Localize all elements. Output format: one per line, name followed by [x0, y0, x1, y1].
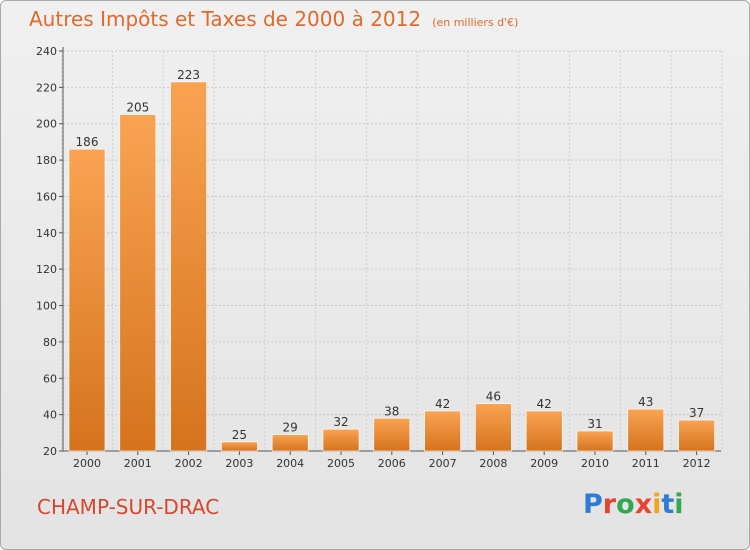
bar	[271, 434, 309, 452]
bar-value-label: 42	[435, 397, 450, 411]
bar-value-label: 46	[486, 390, 501, 404]
y-tick-label: 20	[43, 445, 57, 458]
bar-value-label: 43	[638, 395, 653, 409]
y-tick-label: 220	[36, 81, 57, 94]
x-tick-label: 2005	[327, 457, 355, 470]
logo-letter: P	[583, 489, 603, 520]
bar-value-label: 31	[587, 417, 602, 431]
city-name: CHAMP-SUR-DRAC	[37, 495, 220, 519]
bar-value-label: 223	[177, 68, 200, 82]
x-tick-label: 2002	[175, 457, 203, 470]
bar	[322, 428, 360, 452]
y-tick-label: 160	[36, 190, 57, 203]
bar-value-label: 29	[283, 421, 298, 435]
x-tick-label: 2012	[683, 457, 711, 470]
logo-letter: i	[652, 489, 662, 520]
x-tick-label: 2008	[479, 457, 507, 470]
logo-letter: i	[674, 489, 684, 520]
x-tick-label: 2004	[276, 457, 304, 470]
bar	[576, 430, 614, 452]
bar-value-label: 32	[333, 415, 348, 429]
logo-letter: t	[661, 489, 675, 520]
y-tick-label: 240	[36, 45, 57, 58]
x-tick-label: 2010	[581, 457, 609, 470]
bar	[678, 419, 715, 452]
bar	[170, 81, 207, 452]
y-tick-label: 140	[36, 227, 57, 240]
y-tick-label: 40	[43, 409, 57, 422]
proxiti-logo: Proxiti	[583, 489, 684, 520]
y-tick-label: 200	[36, 118, 57, 131]
y-tick-label: 80	[43, 336, 57, 349]
x-tick-label: 2009	[530, 457, 558, 470]
chart-title: Autres Impôts et Taxes de 2000 à 2012	[29, 7, 422, 31]
y-tick-label: 60	[43, 372, 57, 385]
bars	[68, 81, 715, 452]
logo-letter: x	[634, 489, 653, 520]
bar-value-label: 42	[537, 397, 552, 411]
bar	[68, 148, 106, 452]
bar-value-label: 205	[126, 101, 149, 115]
y-tick-label: 120	[36, 263, 57, 276]
x-tick-label: 2007	[429, 457, 457, 470]
bar	[525, 410, 563, 452]
bar	[627, 408, 665, 452]
bar-value-label: 25	[232, 428, 247, 442]
y-tick-label: 100	[36, 300, 57, 313]
x-tick-label: 2001	[124, 457, 152, 470]
y-tick-label: 180	[36, 154, 57, 167]
chart-title-block: Autres Impôts et Taxes de 2000 à 2012 (e…	[29, 7, 518, 31]
x-tick-label: 2000	[73, 457, 101, 470]
grid-lines	[61, 50, 723, 452]
logo-letter: o	[616, 489, 635, 520]
x-tick-label: 2011	[632, 457, 660, 470]
bar	[119, 114, 157, 452]
bar	[475, 403, 512, 452]
bar-value-label: 38	[384, 404, 399, 418]
bar-value-label: 37	[689, 406, 704, 420]
chart-unit: (en milliers d'€)	[432, 16, 519, 29]
bar	[373, 417, 411, 452]
bar-value-label: 186	[76, 135, 99, 149]
x-tick-label: 2006	[378, 457, 406, 470]
bar	[424, 410, 461, 452]
bar-labels: 186 205 223 25 29 32 38 42 46 42 31 43 37	[76, 68, 705, 442]
bar	[221, 441, 258, 452]
x-tick-label: 2003	[225, 457, 253, 470]
logo-letter: r	[602, 489, 617, 520]
